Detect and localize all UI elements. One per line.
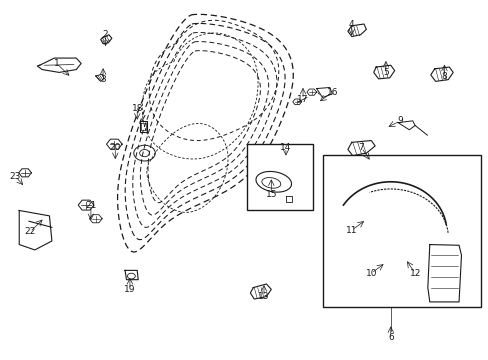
Text: 2: 2 [102,30,108,39]
Text: 19: 19 [124,285,135,294]
Text: 6: 6 [387,333,393,342]
Polygon shape [347,24,366,37]
Ellipse shape [255,171,291,192]
Text: 21: 21 [85,201,97,210]
Ellipse shape [262,177,280,188]
Text: 14: 14 [280,143,291,152]
Text: 9: 9 [397,116,403,125]
Polygon shape [250,284,271,299]
Text: 22: 22 [24,228,36,237]
Text: 16: 16 [326,87,337,96]
Text: 7: 7 [358,143,364,152]
Text: 5: 5 [382,68,388,77]
Text: 13: 13 [258,292,269,301]
Text: 4: 4 [348,19,354,28]
Text: 1: 1 [54,59,60,68]
Polygon shape [373,65,394,79]
Polygon shape [19,211,52,250]
Bar [246,144,312,211]
Text: 10: 10 [365,269,376,278]
Polygon shape [397,121,414,130]
Text: 15: 15 [265,190,277,199]
Bar [322,155,480,307]
Polygon shape [96,74,104,81]
Text: 8: 8 [441,72,447,81]
Text: 23: 23 [10,172,21,181]
Polygon shape [101,35,112,44]
Text: 3: 3 [100,75,106,84]
Polygon shape [316,87,331,98]
Text: 20: 20 [109,143,121,152]
Text: 18: 18 [131,104,142,113]
Text: 11: 11 [346,226,357,235]
Polygon shape [37,58,81,72]
Text: 17: 17 [297,95,308,104]
Polygon shape [430,67,452,81]
Polygon shape [347,140,374,156]
Polygon shape [427,244,461,302]
Text: 12: 12 [408,269,420,278]
